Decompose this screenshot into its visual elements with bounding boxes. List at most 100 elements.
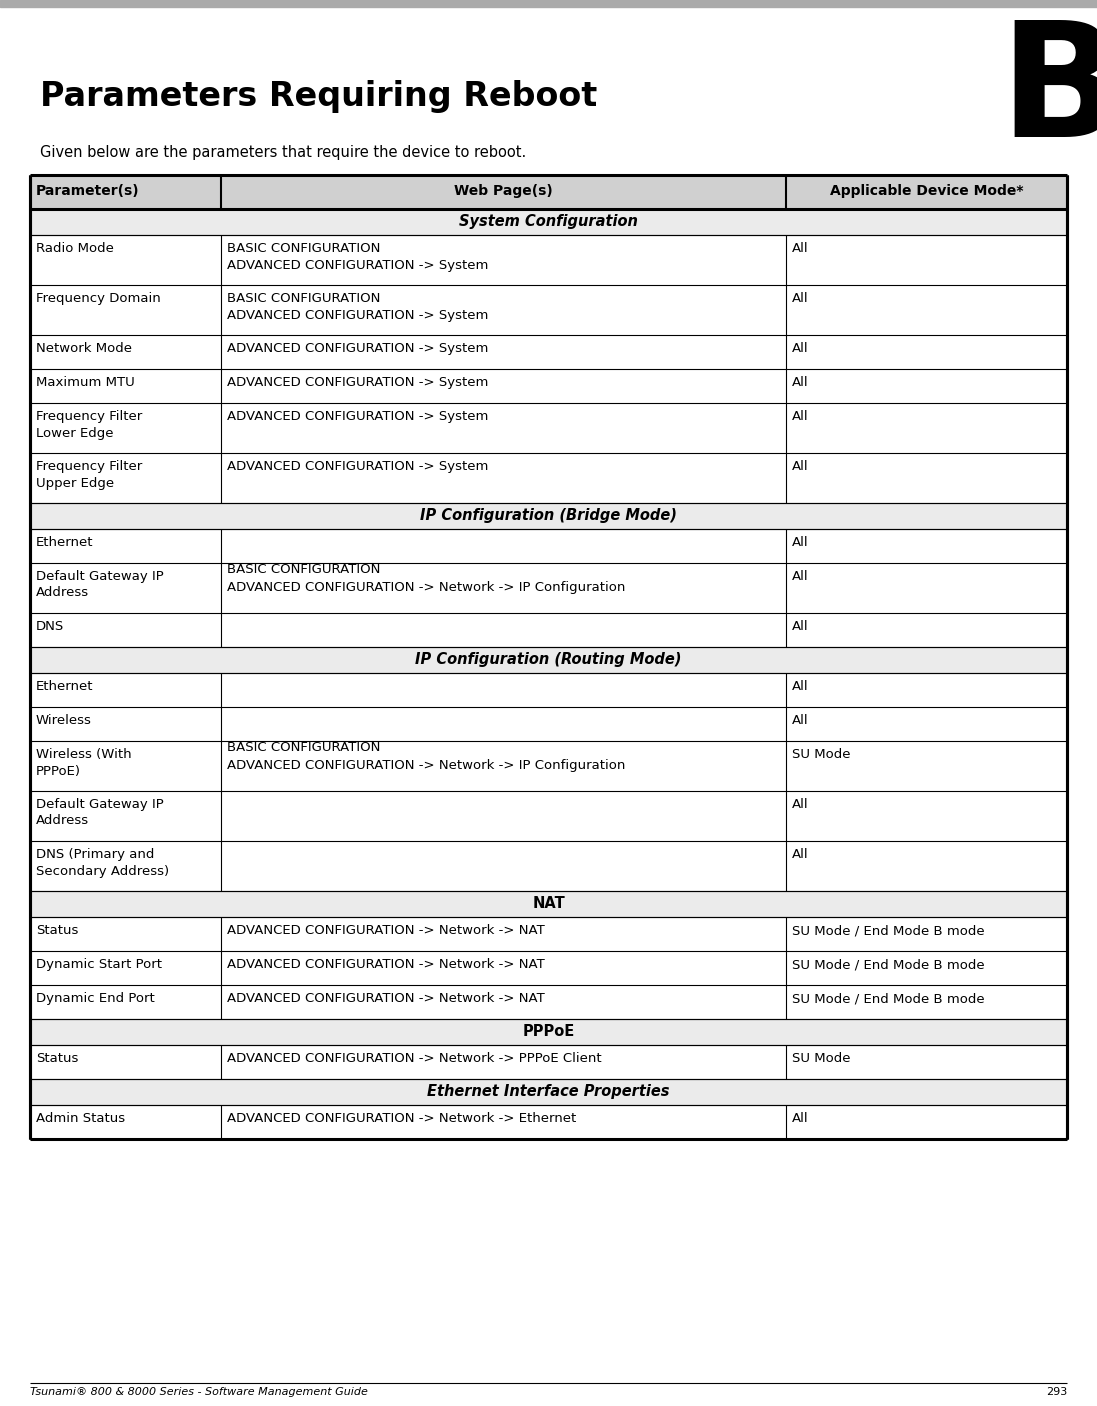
- Text: Dynamic End Port: Dynamic End Port: [36, 993, 155, 1005]
- Bar: [30, 792, 220, 841]
- Bar: [30, 1045, 220, 1078]
- Text: PPPoE: PPPoE: [522, 1024, 575, 1039]
- Text: BASIC CONFIGURATION
ADVANCED CONFIGURATION -> Network -> IP Configuration: BASIC CONFIGURATION ADVANCED CONFIGURATI…: [227, 741, 625, 772]
- Text: Ethernet: Ethernet: [36, 681, 93, 693]
- Bar: [30, 1078, 1067, 1105]
- Bar: [785, 453, 1065, 503]
- Bar: [785, 613, 1065, 647]
- Bar: [220, 1045, 785, 1078]
- Text: ADVANCED CONFIGURATION -> System: ADVANCED CONFIGURATION -> System: [227, 411, 488, 423]
- Bar: [220, 986, 785, 1019]
- Text: System Configuration: System Configuration: [459, 214, 638, 229]
- Bar: [30, 841, 220, 891]
- Bar: [220, 335, 785, 368]
- Text: Given below are the parameters that require the device to reboot.: Given below are the parameters that requ…: [39, 145, 527, 160]
- Bar: [30, 529, 220, 562]
- Bar: [30, 235, 220, 285]
- Text: Wireless: Wireless: [36, 714, 92, 727]
- Text: ADVANCED CONFIGURATION -> System: ADVANCED CONFIGURATION -> System: [227, 460, 488, 472]
- Text: DNS: DNS: [36, 620, 65, 633]
- Text: Admin Status: Admin Status: [36, 1112, 125, 1125]
- Bar: [30, 741, 220, 792]
- Text: 293: 293: [1045, 1386, 1067, 1398]
- Bar: [220, 673, 785, 891]
- Text: Maximum MTU: Maximum MTU: [36, 375, 135, 389]
- Bar: [30, 368, 220, 404]
- Text: Status: Status: [36, 1052, 78, 1064]
- Bar: [30, 891, 1067, 917]
- Text: Radio Mode: Radio Mode: [36, 242, 114, 254]
- Text: All: All: [792, 242, 808, 254]
- Bar: [785, 950, 1065, 986]
- Bar: [30, 453, 220, 503]
- Text: Ethernet Interface Properties: Ethernet Interface Properties: [427, 1084, 670, 1099]
- Bar: [30, 986, 220, 1019]
- Bar: [30, 1019, 1067, 1045]
- Text: ADVANCED CONFIGURATION -> Network -> NAT: ADVANCED CONFIGURATION -> Network -> NAT: [227, 957, 545, 972]
- Text: Applicable Device Mode*: Applicable Device Mode*: [829, 184, 1024, 198]
- Text: ADVANCED CONFIGURATION -> System: ADVANCED CONFIGURATION -> System: [227, 342, 488, 354]
- Bar: [785, 792, 1065, 841]
- Text: ADVANCED CONFIGURATION -> Network -> Ethernet: ADVANCED CONFIGURATION -> Network -> Eth…: [227, 1112, 576, 1125]
- Bar: [220, 285, 785, 335]
- Text: All: All: [792, 620, 808, 633]
- Text: All: All: [792, 292, 808, 305]
- Text: Ethernet: Ethernet: [36, 536, 93, 548]
- Text: BASIC CONFIGURATION
ADVANCED CONFIGURATION -> Network -> IP Configuration: BASIC CONFIGURATION ADVANCED CONFIGURATI…: [227, 562, 625, 593]
- Bar: [30, 503, 1067, 529]
- Bar: [220, 368, 785, 404]
- Text: ADVANCED CONFIGURATION -> Network -> PPPoE Client: ADVANCED CONFIGURATION -> Network -> PPP…: [227, 1052, 601, 1064]
- Text: All: All: [792, 569, 808, 583]
- Text: Default Gateway IP
Address: Default Gateway IP Address: [36, 569, 163, 599]
- Bar: [30, 335, 220, 368]
- Bar: [785, 404, 1065, 453]
- Bar: [785, 673, 1065, 707]
- Text: All: All: [792, 799, 808, 811]
- Bar: [220, 917, 785, 950]
- Text: Frequency Filter
Upper Edge: Frequency Filter Upper Edge: [36, 460, 143, 489]
- Text: Parameter(s): Parameter(s): [36, 184, 139, 198]
- Bar: [30, 673, 220, 707]
- Bar: [785, 741, 1065, 792]
- Text: DNS (Primary and
Secondary Address): DNS (Primary and Secondary Address): [36, 848, 169, 877]
- Bar: [30, 707, 220, 741]
- Bar: [785, 707, 1065, 741]
- Text: All: All: [792, 681, 808, 693]
- Bar: [220, 950, 785, 986]
- Text: All: All: [792, 536, 808, 548]
- Bar: [785, 1105, 1065, 1139]
- Text: SU Mode / End Mode B mode: SU Mode / End Mode B mode: [792, 957, 985, 972]
- Bar: [220, 453, 785, 503]
- Text: B: B: [999, 15, 1097, 170]
- Text: BASIC CONFIGURATION
ADVANCED CONFIGURATION -> System: BASIC CONFIGURATION ADVANCED CONFIGURATI…: [227, 292, 488, 322]
- Text: BASIC CONFIGURATION
ADVANCED CONFIGURATION -> System: BASIC CONFIGURATION ADVANCED CONFIGURATI…: [227, 242, 488, 271]
- Bar: [785, 529, 1065, 562]
- Bar: [785, 841, 1065, 891]
- Text: All: All: [792, 375, 808, 389]
- Text: All: All: [792, 411, 808, 423]
- Bar: [785, 368, 1065, 404]
- Text: SU Mode: SU Mode: [792, 748, 850, 761]
- Bar: [30, 209, 1067, 235]
- Text: All: All: [792, 342, 808, 354]
- Bar: [30, 285, 220, 335]
- Bar: [220, 235, 785, 285]
- Text: Status: Status: [36, 924, 78, 936]
- Bar: [220, 404, 785, 453]
- Text: Frequency Domain: Frequency Domain: [36, 292, 161, 305]
- Bar: [30, 613, 220, 647]
- Text: Dynamic Start Port: Dynamic Start Port: [36, 957, 162, 972]
- Text: IP Configuration (Routing Mode): IP Configuration (Routing Mode): [416, 652, 681, 666]
- Text: Tsunami® 800 & 8000 Series - Software Management Guide: Tsunami® 800 & 8000 Series - Software Ma…: [30, 1386, 367, 1398]
- Bar: [785, 562, 1065, 613]
- Bar: [30, 950, 220, 986]
- Text: Web Page(s): Web Page(s): [454, 184, 553, 198]
- Text: All: All: [792, 460, 808, 472]
- Bar: [220, 529, 785, 647]
- Bar: [785, 235, 1065, 285]
- Text: All: All: [792, 1112, 808, 1125]
- Text: IP Configuration (Bridge Mode): IP Configuration (Bridge Mode): [420, 508, 677, 523]
- Text: Parameters Requiring Reboot: Parameters Requiring Reboot: [39, 80, 597, 112]
- Text: ADVANCED CONFIGURATION -> Network -> NAT: ADVANCED CONFIGURATION -> Network -> NAT: [227, 993, 545, 1005]
- Text: ADVANCED CONFIGURATION -> System: ADVANCED CONFIGURATION -> System: [227, 375, 488, 389]
